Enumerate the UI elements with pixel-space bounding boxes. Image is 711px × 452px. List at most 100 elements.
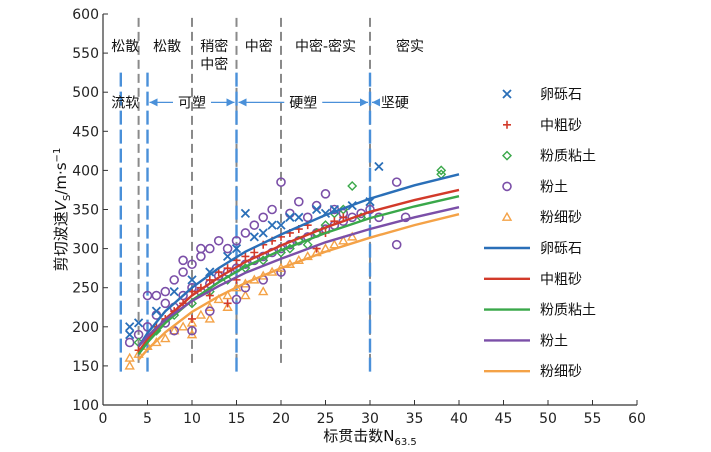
data-point-+ <box>188 314 196 323</box>
data-point-circle <box>178 255 188 266</box>
fit-line <box>137 195 460 355</box>
data-point-circle <box>187 325 197 336</box>
data-point-circle <box>391 239 402 250</box>
y-tick-label: 400 <box>72 163 99 179</box>
y-axis-label-unit: /m·s <box>52 162 70 194</box>
data-point-x <box>240 208 251 219</box>
data-point-triangle <box>124 360 135 370</box>
data-point-circle <box>222 243 233 254</box>
data-point-x <box>205 267 215 277</box>
data-point-triangle <box>160 333 171 343</box>
x-tick-label: 15 <box>228 411 246 427</box>
data-point-triangle <box>257 286 269 296</box>
legend-marker-+ <box>503 120 511 129</box>
data-point-circle <box>258 212 269 223</box>
data-point-circle <box>196 243 206 254</box>
data-point-triangle <box>329 239 340 249</box>
y-tick-label: 350 <box>72 203 99 219</box>
data-point-triangle <box>168 325 180 335</box>
fit-line <box>137 213 460 361</box>
data-point-triangle <box>346 231 358 241</box>
zone-arrow-head <box>360 98 368 107</box>
data-point-circle <box>187 259 197 270</box>
data-point-x <box>249 232 259 242</box>
fit-lines <box>137 173 460 361</box>
data-point-circle <box>160 298 171 309</box>
data-point-triangle <box>213 294 224 304</box>
data-point-circle <box>240 228 251 238</box>
x-tick-label: 55 <box>584 411 602 427</box>
y-tick-label: 550 <box>72 46 99 62</box>
fit-line <box>137 173 460 348</box>
data-point-circle <box>276 177 286 187</box>
x-axis-label-subscript: 63.5 <box>394 437 416 448</box>
data-point-circle <box>196 251 206 262</box>
density-zone-label: 密实 <box>396 38 424 55</box>
data-point-+ <box>250 248 259 257</box>
data-point-circle <box>205 306 215 316</box>
x-axis-label-text: 标贯击数N <box>323 427 394 445</box>
data-point-circle <box>400 212 411 223</box>
data-point-triangle <box>204 313 216 323</box>
data-point-x <box>258 228 268 238</box>
data-point-circle <box>160 286 171 297</box>
data-point-x <box>222 251 233 262</box>
legend-label: 粉质粘土 <box>540 149 596 165</box>
x-tick-label: 50 <box>539 411 557 427</box>
data-point-triangle <box>186 317 198 327</box>
y-tick-label: 100 <box>72 398 99 414</box>
data-point-x <box>187 275 197 285</box>
y-axis-label: 剪切波速VS/m·s−1 <box>52 148 73 272</box>
y-tick-label: 500 <box>72 85 99 101</box>
y-tick-label: 600 <box>72 7 99 23</box>
data-point-circle <box>169 275 179 285</box>
legend-label: 中粗砂 <box>540 272 582 288</box>
y-tick-label: 450 <box>72 124 99 140</box>
data-point-circle <box>213 235 224 246</box>
data-point-triangle <box>240 290 251 300</box>
y-tick-label: 300 <box>72 242 99 258</box>
zone-arrow-head <box>372 98 380 107</box>
data-point-circle <box>391 177 402 187</box>
data-point-circle <box>151 290 162 301</box>
density-zone-label: 稍密 <box>200 38 228 55</box>
legend-label: 中粗砂 <box>540 118 582 134</box>
data-point-circle <box>302 212 313 223</box>
data-point-triangle <box>124 352 135 362</box>
x-tick-label: 0 <box>99 411 108 427</box>
data-point-triangle <box>177 321 189 331</box>
data-point-+ <box>205 291 214 300</box>
legend-label: 卵砾石 <box>540 87 582 103</box>
density-zone-label: 中密-密实 <box>295 38 356 55</box>
data-point-circle <box>293 196 304 207</box>
data-point-circle <box>249 220 260 230</box>
data-point-x <box>125 322 135 332</box>
data-point-triangle <box>222 290 233 300</box>
data-point-circle <box>267 204 277 215</box>
data-point-circle <box>124 337 135 348</box>
y-axis-label-text: 剪切波速 <box>52 211 70 271</box>
data-point-x <box>169 286 179 297</box>
axes: 0 5 10 15 20 25 30 35 40 45 50 55 60 100 150 200 250 300 3… <box>52 7 646 448</box>
zone-boundaries <box>119 17 380 374</box>
data-point-circle <box>178 267 188 277</box>
x-tick-label: 30 <box>361 411 379 427</box>
data-point-+ <box>241 252 250 261</box>
consistency-zone-label: 可塑 <box>178 95 206 111</box>
data-point-x <box>133 318 144 328</box>
data-point-x <box>311 204 322 215</box>
x-tick-label: 45 <box>495 411 513 427</box>
x-axis-label: 标贯击数N63.5 <box>323 427 417 448</box>
data-point-x <box>231 243 242 254</box>
data-point-triangle <box>222 301 233 311</box>
y-tick-label: 200 <box>72 320 99 336</box>
zone-arrow-head <box>226 98 235 107</box>
x-tick-label: 40 <box>450 411 468 427</box>
data-point-triangle <box>338 235 349 245</box>
legend-label: 粉细砂 <box>540 210 582 226</box>
legend-label: 卵砾石 <box>540 241 582 257</box>
